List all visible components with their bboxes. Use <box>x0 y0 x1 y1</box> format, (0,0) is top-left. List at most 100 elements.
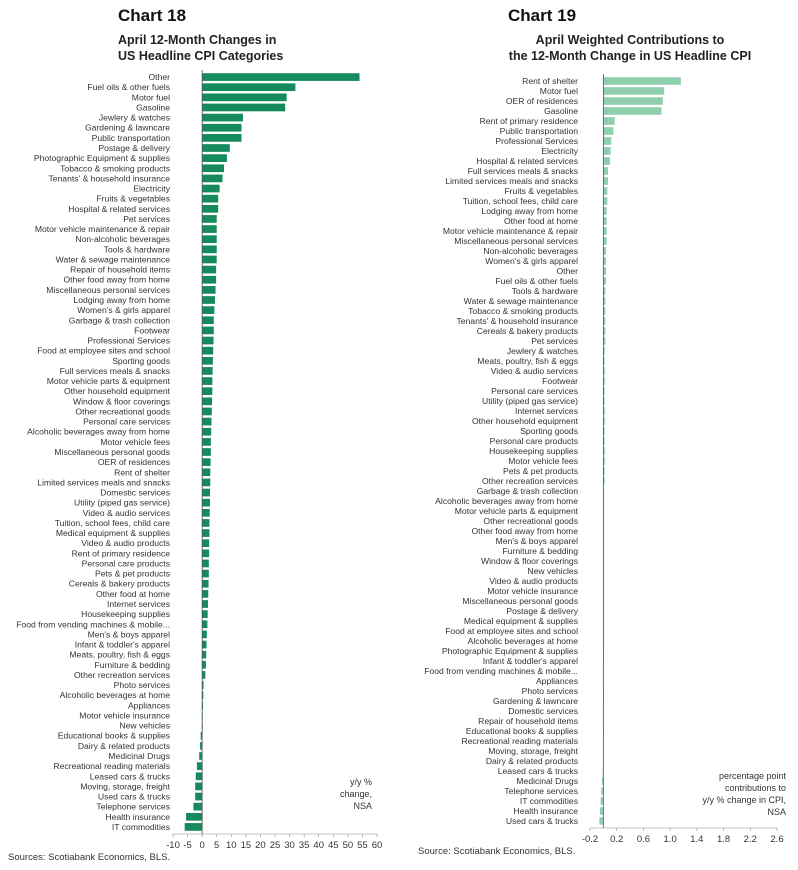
category-label: Non-alcoholic beverages <box>75 234 170 244</box>
category-label: Gasoline <box>136 102 170 112</box>
bar <box>202 468 211 477</box>
x-tick-label: 1.8 <box>717 834 730 845</box>
bar <box>195 782 203 791</box>
bar <box>202 498 211 507</box>
category-label: Tuition, school fees, child care <box>55 518 170 528</box>
category-label: Women's & girls apparel <box>485 256 578 266</box>
bar <box>186 812 203 821</box>
bar <box>202 316 214 325</box>
category-label: Food from vending machines & mobile... <box>16 619 170 629</box>
category-label: Telephone services <box>504 786 578 796</box>
category-label: Infant & toddler's apparel <box>75 640 170 650</box>
category-label: Tobacco & smoking products <box>60 163 170 173</box>
category-label: Gasoline <box>544 106 578 116</box>
bar <box>202 346 214 355</box>
category-label: Meats, poultry, fish & eggs <box>477 356 578 366</box>
category-label: Non-alcoholic beverages <box>483 246 578 256</box>
bar <box>202 397 213 406</box>
category-label: IT commodities <box>520 796 578 806</box>
x-tick-label: 1.4 <box>690 834 703 845</box>
bar <box>202 681 204 689</box>
x-tick-label: 35 <box>299 840 310 851</box>
chart-18-note-line: y/y % <box>349 777 372 787</box>
bar <box>603 127 614 135</box>
chart-19-note-line: y/y % change in CPI, <box>702 795 786 805</box>
bar <box>603 97 663 105</box>
bar <box>202 590 209 598</box>
bar <box>603 467 605 475</box>
category-label: Other household equipment <box>64 386 171 396</box>
category-label: Motor vehicle fees <box>508 456 578 466</box>
category-label: Electricity <box>133 184 170 194</box>
category-label: Other recreation services <box>74 670 170 680</box>
bar <box>202 73 360 81</box>
category-label: Limited services meals and snacks <box>37 477 170 487</box>
bar <box>202 488 211 497</box>
category-label: Miscellaneous personal goods <box>54 447 170 457</box>
bar <box>202 620 208 629</box>
bar <box>603 137 612 145</box>
bar <box>202 671 206 679</box>
bar <box>196 762 203 770</box>
category-label: Medical equipment & supplies <box>464 616 578 626</box>
bar <box>202 265 217 274</box>
chart-19-panel: Chart 19 April Weighted Contributions to… <box>400 0 798 870</box>
bar <box>202 83 296 92</box>
category-label: Pets & pet products <box>95 569 170 579</box>
category-label: Meats, poultry, fish & eggs <box>69 650 170 660</box>
x-tick-label: 50 <box>343 840 354 851</box>
category-label: Men's & boys apparel <box>88 629 170 639</box>
x-tick-label: 40 <box>313 840 324 851</box>
bar <box>202 164 224 173</box>
category-label: Other household equipment <box>472 416 579 426</box>
bar <box>603 217 607 225</box>
category-label: Moving, storage, freight <box>488 746 578 756</box>
category-label: Other food away from home <box>471 526 578 536</box>
category-label: Miscellaneous personal goods <box>462 596 578 606</box>
category-label: Public transportation <box>500 126 579 136</box>
bar <box>603 417 605 425</box>
x-tick-label: 0.2 <box>610 834 623 845</box>
x-tick-label: 2.2 <box>744 834 757 845</box>
category-label: Leased cars & trucks <box>90 771 170 781</box>
category-label: Internet services <box>107 599 170 609</box>
bar <box>199 752 203 760</box>
chart-19-note-line: percentage point <box>718 771 786 781</box>
bar <box>202 296 215 304</box>
bar <box>603 407 605 415</box>
bar <box>603 87 665 95</box>
category-label: Other <box>149 72 171 82</box>
x-tick-label: 0.6 <box>637 834 650 845</box>
bar <box>599 817 604 825</box>
category-label: Housekeeping supplies <box>489 446 578 456</box>
category-label: Moving, storage, freight <box>80 781 170 791</box>
chart-18-title-line: US Headline CPI Categories <box>118 49 284 63</box>
bar <box>202 660 206 669</box>
category-label: Video & audio services <box>83 508 170 518</box>
category-label: Infant & toddler's apparel <box>483 656 578 666</box>
category-label: Fuel oils & other fuels <box>495 276 578 286</box>
bar <box>603 207 607 215</box>
category-label: Personal care services <box>83 417 170 427</box>
chart-19-note-line: NSA <box>767 807 786 817</box>
chart-19-title: April Weighted Contributions to the 12-M… <box>470 32 790 64</box>
bar <box>603 267 607 275</box>
category-label: Lodging away from home <box>74 295 171 305</box>
category-label: Food from vending machines & mobile... <box>424 666 578 676</box>
chart-18-note-line: NSA <box>353 801 372 811</box>
chart-19-source: Source: Scotiabank Economics, BLS. <box>418 846 576 857</box>
chart-19-number: Chart 19 <box>508 6 577 25</box>
category-label: New vehicles <box>527 566 578 576</box>
category-label: Sporting goods <box>112 356 170 366</box>
category-label: Domestic services <box>508 706 578 716</box>
category-label: IT commodities <box>112 822 170 832</box>
bar <box>603 367 605 375</box>
category-label: Window & floor coverings <box>73 396 170 406</box>
chart-19-note-line: contributions to <box>724 783 786 793</box>
bar <box>202 204 219 213</box>
bar <box>603 247 607 255</box>
category-label: Motor vehicle insurance <box>487 586 578 596</box>
bar <box>202 93 287 102</box>
chart-18-note-line: change, <box>339 789 372 799</box>
bar <box>603 307 606 315</box>
